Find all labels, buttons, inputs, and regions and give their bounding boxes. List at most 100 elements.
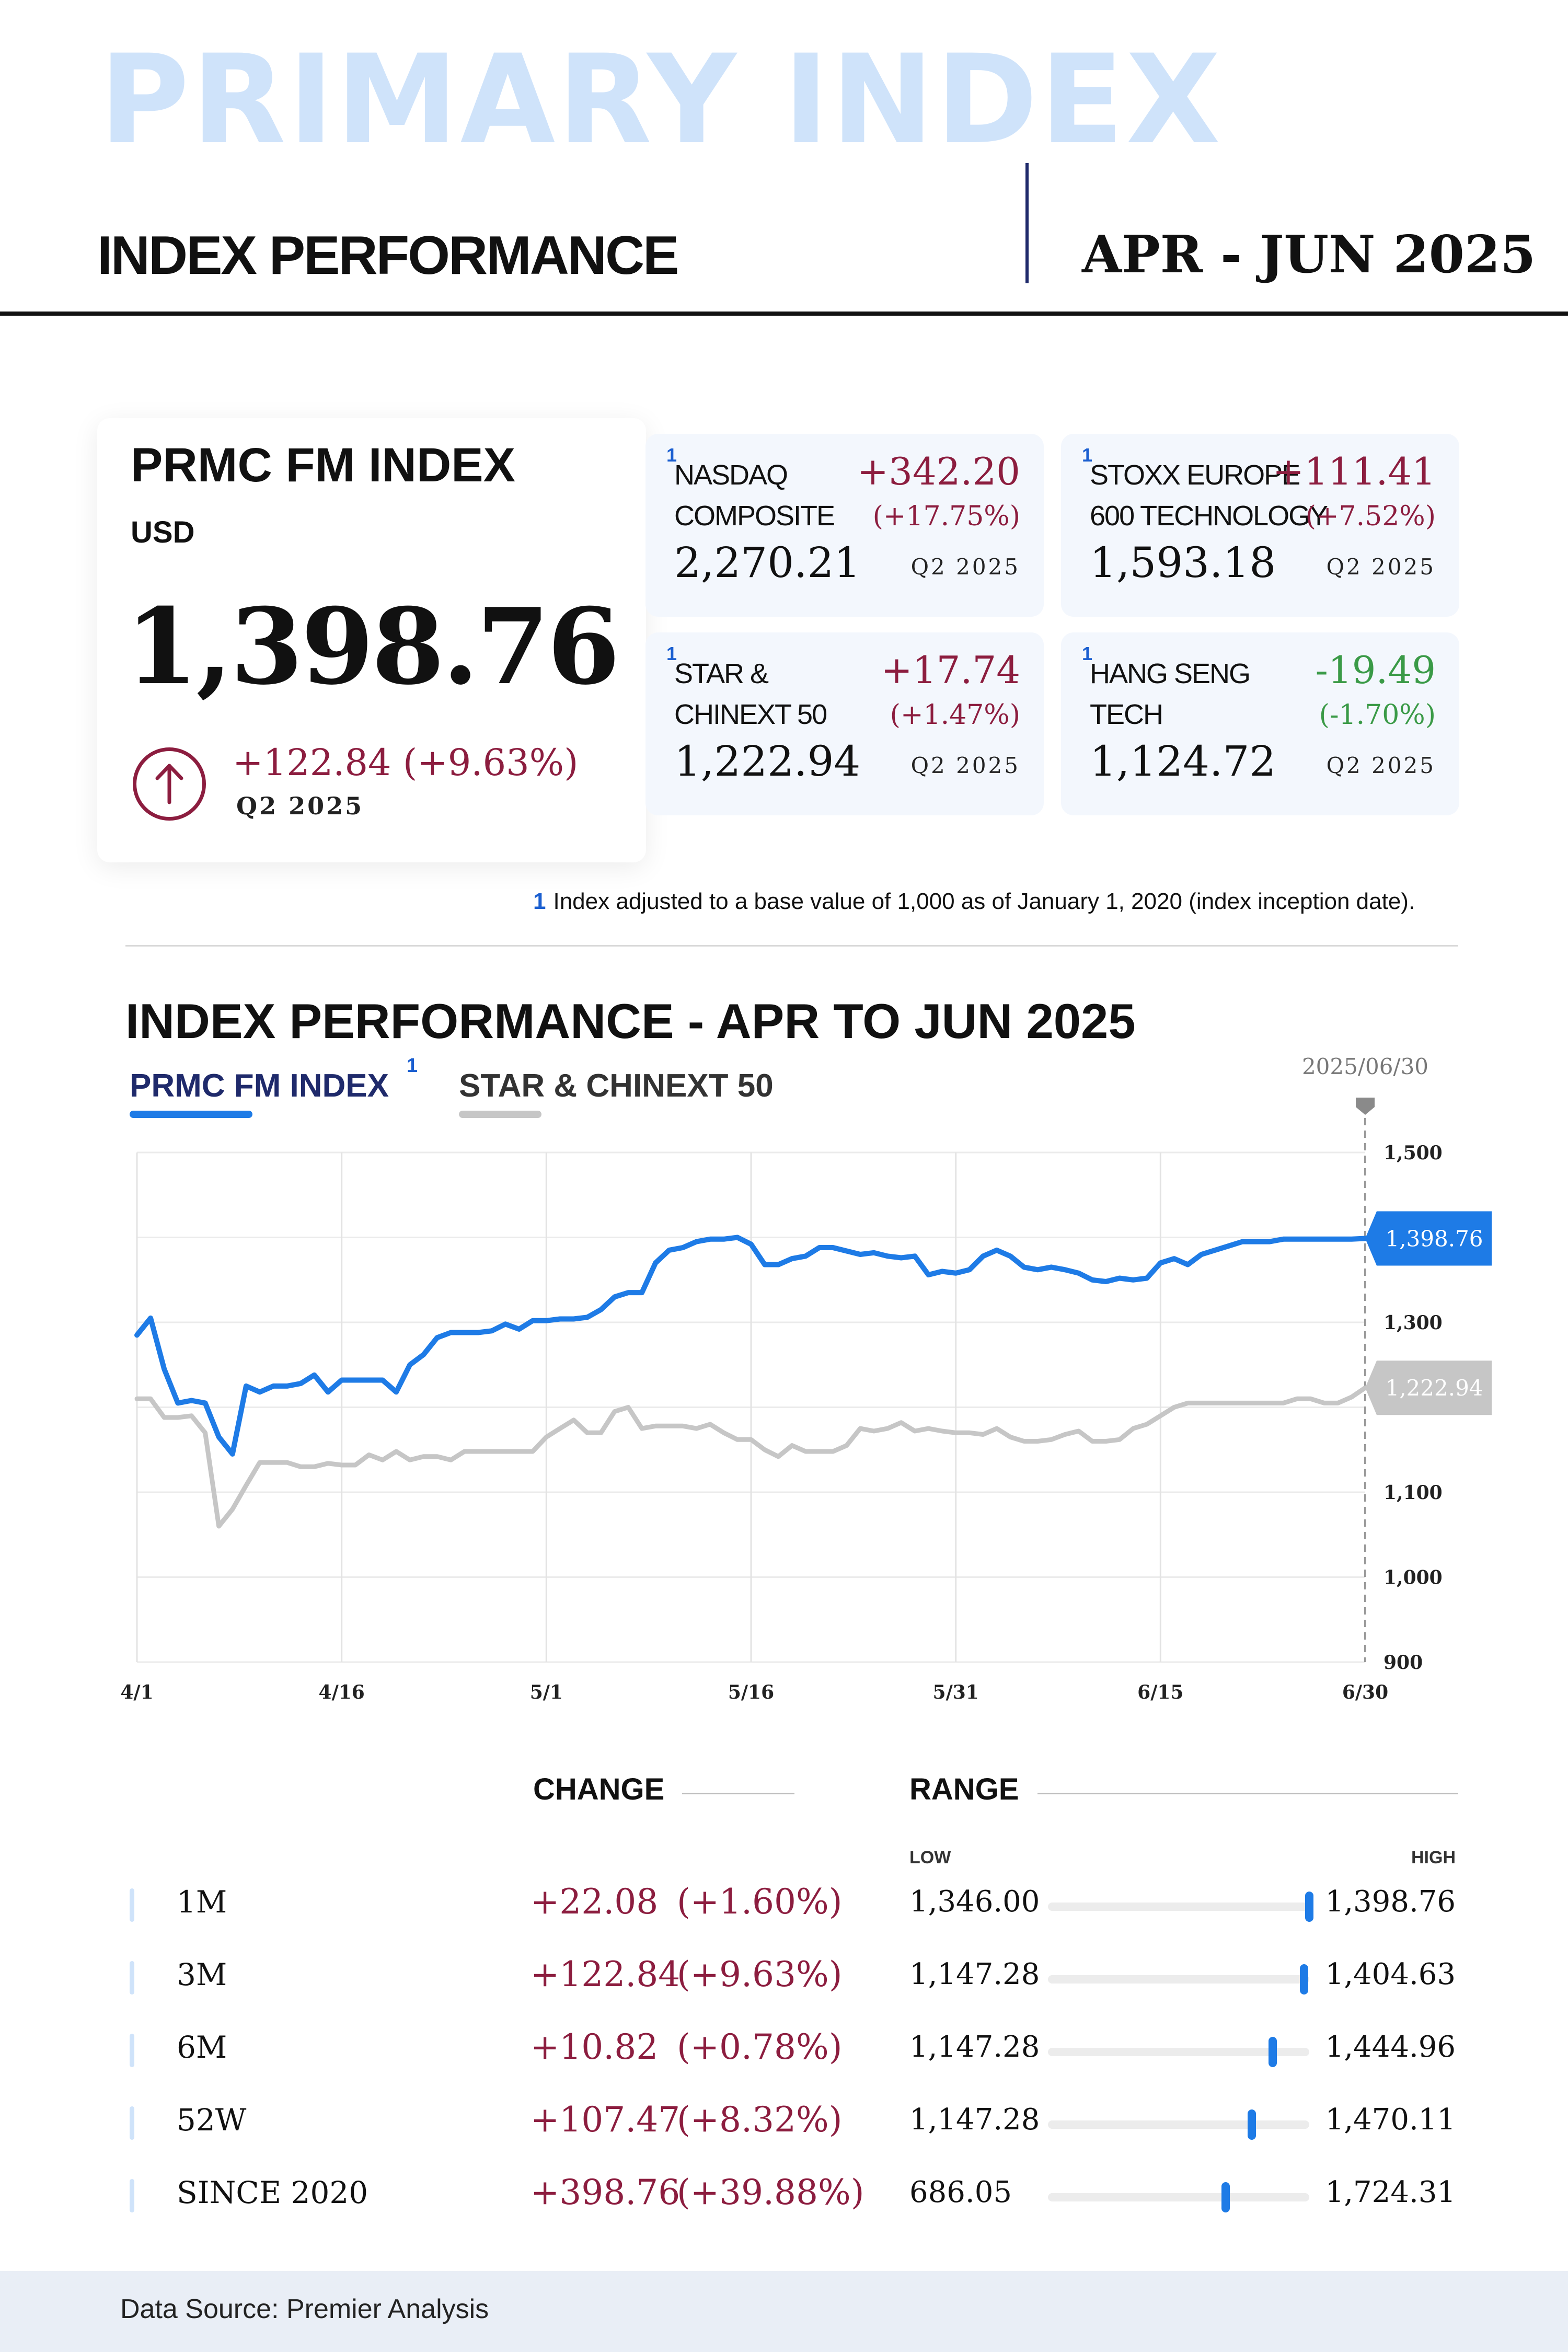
row-range-high: 1,444.96 bbox=[1325, 2030, 1456, 2064]
x-tick-label: 6/30 bbox=[1342, 1681, 1388, 1703]
row-marker bbox=[130, 1888, 134, 1922]
y-tick-label: 1,000 bbox=[1383, 1567, 1443, 1589]
main-index-change: +122.84 (+9.63%) bbox=[233, 741, 579, 784]
end-value-tag-prmc bbox=[1365, 1211, 1492, 1266]
row-period-label: 3M bbox=[177, 1957, 227, 1992]
index-card-nasdaq: 1 NASDAQ COMPOSITE 2,270.21 +342.20 (+17.… bbox=[645, 434, 1044, 617]
range-position-marker bbox=[1248, 2109, 1256, 2140]
row-range-low: 1,147.28 bbox=[909, 2103, 1040, 2137]
index-value: 1,593.18 bbox=[1090, 538, 1276, 587]
range-track bbox=[1048, 2193, 1309, 2201]
header-rule bbox=[0, 312, 1568, 316]
index-name: NASDAQ COMPOSITE bbox=[674, 459, 835, 532]
index-value: 1,222.94 bbox=[674, 737, 861, 786]
row-marker bbox=[130, 2179, 134, 2212]
index-name: STOXX EUROPE 600 TECHNOLOGY bbox=[1090, 459, 1328, 532]
range-header-rule bbox=[1037, 1793, 1458, 1794]
main-index-name: PRMC FM INDEX bbox=[131, 439, 515, 492]
x-tick-label: 5/1 bbox=[530, 1681, 563, 1703]
row-change-pct: (+9.63%) bbox=[677, 1954, 843, 1994]
y-tick-label: 1,500 bbox=[1383, 1142, 1443, 1164]
x-tick-label: 4/16 bbox=[319, 1681, 365, 1703]
footnote-marker: 1 bbox=[666, 643, 677, 664]
y-tick-label: 900 bbox=[1383, 1652, 1423, 1674]
legend-prmc-swatch bbox=[130, 1111, 252, 1118]
row-range-low: 1,147.28 bbox=[909, 2030, 1040, 2064]
index-period: Q2 2025 bbox=[1326, 753, 1436, 778]
index-delta-pct: (+1.47%) bbox=[890, 699, 1020, 731]
index-name: HANG SENG TECH bbox=[1090, 658, 1251, 730]
index-delta-pct: (-1.70%) bbox=[1319, 699, 1436, 731]
row-change: +398.76 bbox=[531, 2172, 681, 2212]
row-range-low: 686.05 bbox=[909, 2175, 1012, 2209]
row-change: +107.47 bbox=[531, 2100, 681, 2140]
date-marker-label: 2025/06/30 bbox=[1302, 1054, 1428, 1079]
range-position-marker bbox=[1221, 2182, 1230, 2212]
index-delta-pct: (+7.52%) bbox=[1305, 501, 1436, 532]
end-value-tag-star-chinext bbox=[1365, 1361, 1492, 1415]
hero-title: PRIMARY INDEX bbox=[99, 29, 1223, 171]
range-column-header: RANGE bbox=[909, 1772, 1019, 1806]
range-position-marker bbox=[1305, 1892, 1313, 1922]
data-source: Data Source: Premier Analysis bbox=[120, 2294, 489, 2324]
end-value-label-star-chinext: 1,222.94 bbox=[1385, 1375, 1483, 1401]
legend-star-swatch bbox=[459, 1111, 541, 1118]
footnote-marker: 1 bbox=[1082, 643, 1093, 664]
y-tick-label: 1,100 bbox=[1383, 1482, 1443, 1504]
report-period: APR - JUN 2025 bbox=[1082, 225, 1536, 285]
range-track bbox=[1048, 2120, 1309, 2129]
index-period: Q2 2025 bbox=[1326, 554, 1436, 580]
row-range-high: 1,404.63 bbox=[1325, 1957, 1456, 1991]
index-value: 1,124.72 bbox=[1090, 737, 1276, 786]
row-change-pct: (+8.32%) bbox=[677, 2100, 843, 2140]
row-period-label: 52W bbox=[177, 2102, 247, 2138]
footnote-text: Index adjusted to a base value of 1,000 … bbox=[553, 889, 1415, 914]
line-chart: 4/1 4/16 5/1 5/16 5/31 6/15 6/30 900 1,000 1,100 1… bbox=[120, 1054, 1492, 1703]
x-tick-label: 6/15 bbox=[1137, 1681, 1183, 1703]
range-high-label: HIGH bbox=[1411, 1848, 1456, 1867]
index-delta-pct: (+17.75%) bbox=[872, 501, 1020, 532]
index-period: Q2 2025 bbox=[910, 554, 1020, 580]
index-delta: +17.74 bbox=[881, 648, 1020, 692]
date-marker-pin-icon bbox=[1356, 1098, 1375, 1115]
legend-star-label: STAR & CHINEXT 50 bbox=[459, 1068, 774, 1104]
index-delta: -19.49 bbox=[1315, 648, 1436, 692]
footer-band bbox=[0, 2271, 1568, 2352]
row-range-low: 1,346.00 bbox=[909, 1885, 1040, 1919]
series-line-star-chinext bbox=[134, 1385, 1368, 1529]
footnote-marker: 1 bbox=[666, 444, 677, 466]
section-divider bbox=[125, 945, 1458, 947]
row-change-pct: (+39.88%) bbox=[677, 2172, 864, 2212]
row-range-high: 1,724.31 bbox=[1325, 2175, 1456, 2209]
row-change: +10.82 bbox=[531, 2027, 659, 2067]
row-period-label: 6M bbox=[177, 2030, 227, 2065]
end-value-label-prmc: 1,398.76 bbox=[1385, 1226, 1483, 1252]
index-card-hang-seng: 1 HANG SENG TECH 1,124.72 -19.49 (-1.70%)… bbox=[1061, 632, 1459, 815]
x-tick-label: 5/16 bbox=[728, 1681, 774, 1703]
range-track bbox=[1048, 1903, 1309, 1911]
range-track bbox=[1048, 1975, 1309, 1984]
index-card-star-chinext: 1 STAR & CHINEXT 50 1,222.94 +17.74 (+1.4… bbox=[645, 632, 1044, 815]
legend-footnote-marker: 1 bbox=[407, 1055, 418, 1077]
chart-title: INDEX PERFORMANCE - APR TO JUN 2025 bbox=[125, 994, 1136, 1048]
x-tick-label: 4/1 bbox=[120, 1681, 153, 1703]
row-marker bbox=[130, 2034, 134, 2067]
row-marker bbox=[130, 1961, 134, 1994]
index-period: Q2 2025 bbox=[910, 753, 1020, 778]
row-range-low: 1,147.28 bbox=[909, 1957, 1040, 1991]
row-period-label: SINCE 2020 bbox=[177, 2175, 368, 2210]
report-subtitle: INDEX PERFORMANCE bbox=[97, 225, 679, 286]
row-range-high: 1,470.11 bbox=[1325, 2103, 1456, 2137]
header-divider bbox=[1025, 163, 1029, 283]
change-column-header: CHANGE bbox=[533, 1772, 665, 1806]
row-change: +22.08 bbox=[531, 1882, 659, 1922]
arrow-up-circle-icon bbox=[133, 747, 206, 821]
row-change-pct: (+0.78%) bbox=[677, 2027, 843, 2067]
range-track bbox=[1048, 2048, 1309, 2056]
row-marker bbox=[130, 2106, 134, 2140]
index-delta: +342.20 bbox=[857, 449, 1020, 493]
main-index-period: Q2 2025 bbox=[236, 792, 364, 820]
index-value: 2,270.21 bbox=[674, 538, 861, 587]
index-card-stoxx: 1 STOXX EUROPE 600 TECHNOLOGY 1,593.18 +1… bbox=[1061, 434, 1459, 617]
row-change: +122.84 bbox=[531, 1954, 681, 1994]
